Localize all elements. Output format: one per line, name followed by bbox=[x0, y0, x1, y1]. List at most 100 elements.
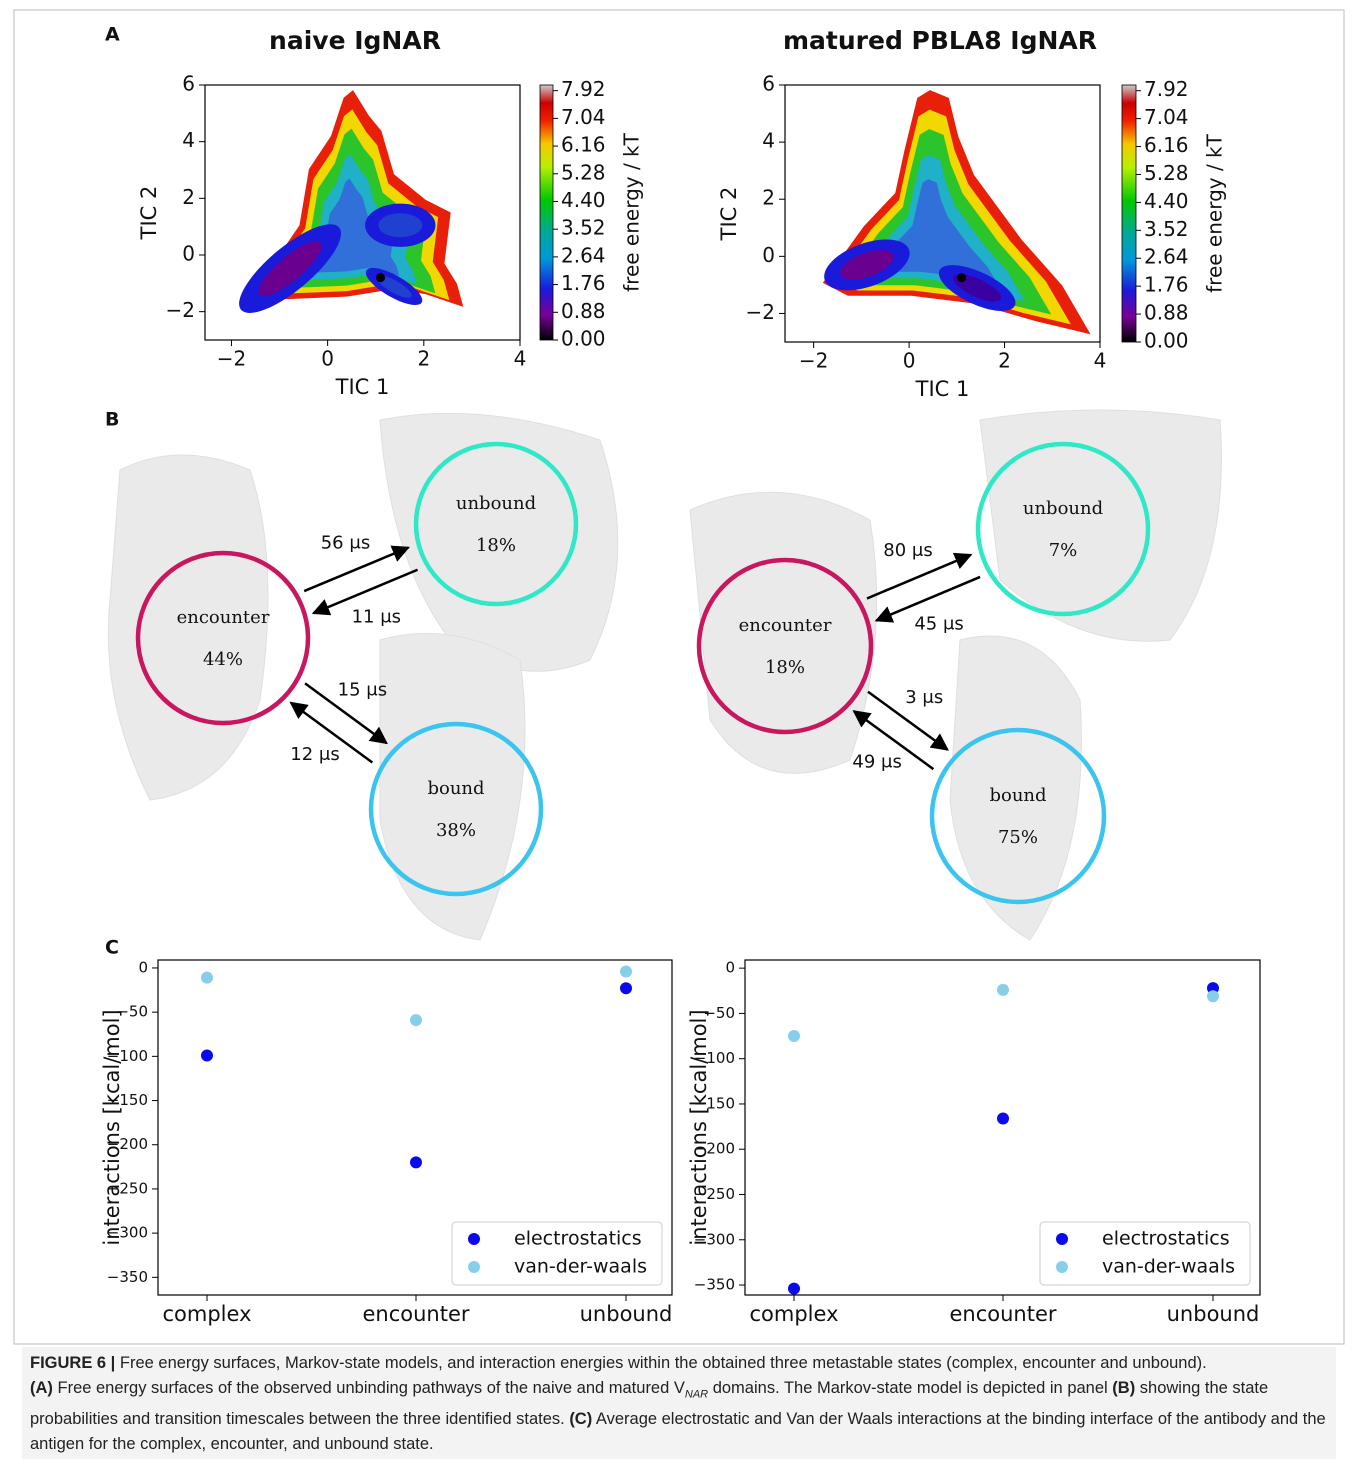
y-tick-label: −50 bbox=[703, 1004, 735, 1022]
y-tick-label: −300 bbox=[107, 1224, 148, 1242]
state-node bbox=[929, 727, 1107, 905]
transition-time: 56 μs bbox=[321, 533, 370, 554]
transition-time: 15 μs bbox=[338, 680, 387, 701]
legend-swatch bbox=[1056, 1233, 1068, 1245]
y-tick-label: −150 bbox=[694, 1094, 735, 1112]
protein-cartoons bbox=[107, 409, 1222, 941]
state-probability: 38% bbox=[436, 820, 476, 841]
figure-border bbox=[13, 9, 1345, 1345]
scatter-point bbox=[1207, 990, 1219, 1003]
x-tick-label: 4 bbox=[514, 347, 527, 371]
scatter-point bbox=[620, 965, 632, 978]
colorbar-label: free energy / kT bbox=[1203, 133, 1227, 293]
chart-title: naive IgNAR bbox=[269, 26, 441, 55]
y-tick-label: −250 bbox=[107, 1179, 148, 1197]
state-node bbox=[696, 557, 874, 735]
energy-well bbox=[953, 274, 1002, 302]
state-probability: 75% bbox=[998, 827, 1038, 848]
state-label: unbound bbox=[1023, 498, 1103, 519]
colorbar-label: free energy / kT bbox=[620, 132, 644, 292]
transition-arrow bbox=[289, 701, 374, 764]
scatter-point bbox=[788, 1282, 800, 1295]
y-axis-label: TIC 2 bbox=[717, 187, 741, 242]
y-tick-label: 6 bbox=[182, 72, 195, 96]
state-probability: 18% bbox=[476, 535, 516, 556]
colorbar-tick-label: 6.16 bbox=[561, 133, 606, 157]
x-tick-label: unbound bbox=[1167, 1302, 1260, 1326]
transition-arrow bbox=[311, 568, 419, 616]
x-tick-label: complex bbox=[163, 1302, 252, 1326]
y-tick-label: 0 bbox=[138, 958, 148, 976]
colorbar-tick-label: 3.52 bbox=[561, 216, 606, 240]
colorbar bbox=[1121, 84, 1137, 343]
caption-text: (B) bbox=[1112, 1379, 1136, 1397]
x-tick-label: 0 bbox=[903, 349, 916, 373]
y-tick-label: 2 bbox=[182, 185, 195, 209]
colorbar-tick-label: 7.04 bbox=[561, 105, 606, 129]
colorbar-tick-label: 2.64 bbox=[561, 243, 606, 267]
caption-text: domains. The Markov-state model is depic… bbox=[708, 1379, 1113, 1397]
colorbar-tick-label: 7.92 bbox=[1144, 77, 1189, 101]
y-tick-label: −150 bbox=[107, 1091, 148, 1109]
state-node bbox=[135, 550, 311, 726]
marker-point bbox=[957, 273, 967, 283]
y-tick-label: −100 bbox=[107, 1047, 148, 1065]
caption-text: Free energy surfaces, Markov-state model… bbox=[115, 1354, 1207, 1372]
x-tick-label: unbound bbox=[580, 1302, 673, 1326]
caption-text: Free energy surfaces of the observed unb… bbox=[52, 1379, 685, 1397]
y-tick-label: −50 bbox=[116, 1003, 148, 1021]
transition-arrow bbox=[874, 575, 981, 623]
legend-swatch bbox=[468, 1261, 480, 1273]
y-tick-label: 0 bbox=[725, 959, 735, 977]
caption-text: Average electrostatic and Van der Waals … bbox=[30, 1410, 1326, 1454]
transition-arrow bbox=[303, 545, 410, 593]
colorbar-tick-label: 1.76 bbox=[561, 271, 606, 295]
x-tick-label: 2 bbox=[417, 347, 430, 371]
chart-title: matured PBLA8 IgNAR bbox=[783, 26, 1097, 55]
figure: A B C −2 0 2 4 −2 0 2 4 6 TIC 1 TIC 2 naive IgNAR 0.… bbox=[13, 9, 1345, 1345]
colorbar bbox=[539, 84, 554, 341]
scatter-point bbox=[788, 1030, 800, 1043]
scatter-point bbox=[620, 982, 632, 995]
legend-label: van-der-waals bbox=[514, 1256, 647, 1278]
y-axis-label: TIC 2 bbox=[137, 186, 161, 241]
plot-frame bbox=[204, 84, 521, 341]
scatter-point bbox=[410, 1014, 422, 1027]
energy-well bbox=[840, 250, 894, 280]
y-axis-label: interactions [kcal/mol] bbox=[687, 1009, 711, 1245]
state-probability: 7% bbox=[1049, 540, 1078, 561]
y-tick-label: −2 bbox=[166, 298, 195, 322]
colorbar-tick-label: 7.92 bbox=[561, 77, 606, 101]
x-axis-label: TIC 1 bbox=[335, 375, 390, 399]
colorbar-tick-label: 0.88 bbox=[561, 299, 606, 323]
x-tick-label: −2 bbox=[217, 347, 246, 371]
colorbar-tick-label: 4.40 bbox=[561, 188, 606, 212]
y-tick-label: −300 bbox=[694, 1230, 735, 1248]
energy-well bbox=[378, 213, 423, 238]
state-label: encounter bbox=[739, 615, 832, 636]
y-tick-label: −200 bbox=[694, 1140, 735, 1158]
caption-text: NAR bbox=[684, 1388, 709, 1401]
colorbar-tick-label: 5.28 bbox=[561, 160, 606, 184]
legend-label: van-der-waals bbox=[1102, 1256, 1235, 1278]
transition-arrow bbox=[866, 552, 973, 600]
legend-label: electrostatics bbox=[1102, 1228, 1230, 1250]
state-probability: 18% bbox=[765, 657, 805, 678]
energy-well bbox=[376, 275, 412, 298]
scatter-point bbox=[410, 1156, 422, 1169]
y-tick-label: −200 bbox=[107, 1135, 148, 1153]
x-tick-label: −2 bbox=[799, 349, 828, 373]
heatmap-surface bbox=[822, 90, 1091, 335]
y-tick-label: 4 bbox=[182, 128, 195, 152]
caption-text: FIGURE 6 | bbox=[30, 1354, 116, 1372]
caption-paragraph: FIGURE 6 | Free energy surfaces, Markov-… bbox=[30, 1351, 1328, 1376]
y-tick-label: 4 bbox=[762, 129, 775, 153]
colorbar-tick-label: 2.64 bbox=[1144, 245, 1189, 269]
caption-text: showing the state probabilities and tran… bbox=[30, 1379, 1269, 1429]
plot-frame bbox=[784, 84, 1101, 343]
colorbar-tick-label: 5.28 bbox=[1144, 161, 1189, 185]
x-tick-label: encounter bbox=[362, 1302, 469, 1326]
y-tick-label: −350 bbox=[694, 1276, 735, 1294]
colorbar-tick-label: 4.40 bbox=[1144, 189, 1189, 213]
